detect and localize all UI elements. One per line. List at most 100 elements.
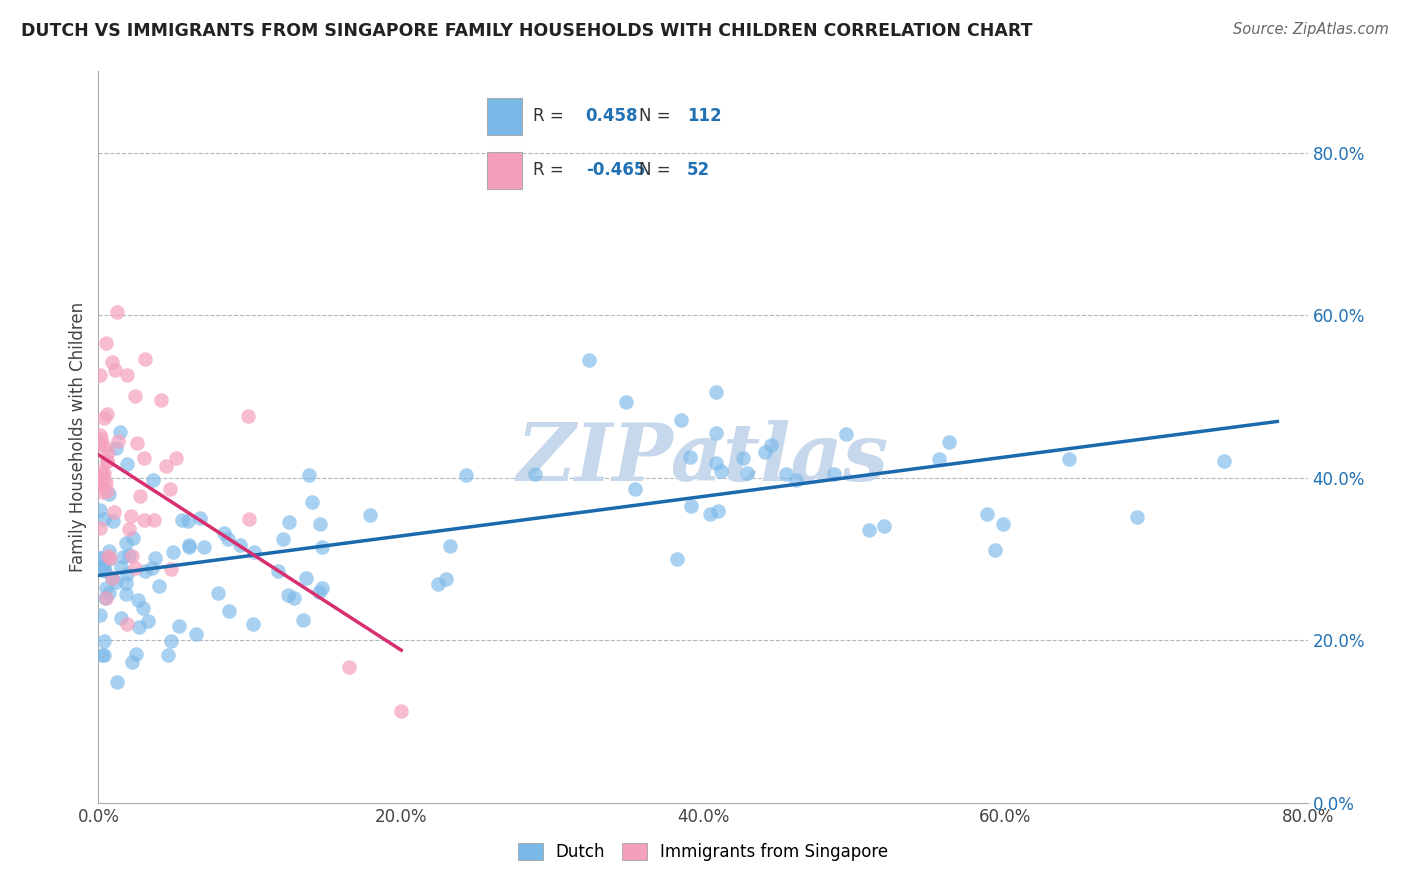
Point <box>97 444 120 458</box>
Point <box>90 648 112 662</box>
Point <box>1213 454 1236 468</box>
Point <box>735 466 758 480</box>
Point <box>89 550 111 565</box>
Point <box>98 487 121 501</box>
Point <box>94 336 117 351</box>
Point <box>389 704 412 718</box>
Text: ZIPatlas: ZIPatlas <box>517 420 889 498</box>
Point <box>89 551 111 566</box>
Point <box>160 634 183 648</box>
Point <box>984 543 1007 558</box>
Point <box>94 581 117 595</box>
Point <box>89 607 111 622</box>
Point <box>96 454 118 468</box>
Point <box>104 575 127 590</box>
Point <box>97 544 120 558</box>
Point <box>125 436 148 450</box>
Point <box>121 656 143 670</box>
Point <box>337 660 360 674</box>
Point <box>704 425 727 440</box>
Point <box>118 522 141 536</box>
Point <box>93 634 115 648</box>
Point <box>993 516 1015 531</box>
Text: Source: ZipAtlas.com: Source: ZipAtlas.com <box>1233 22 1389 37</box>
Point <box>94 564 117 578</box>
Point <box>115 458 138 472</box>
Point <box>96 454 118 468</box>
Point <box>858 523 880 537</box>
Point <box>938 435 960 450</box>
Point <box>624 482 647 496</box>
Point <box>928 451 950 466</box>
Point <box>212 525 235 540</box>
Point <box>105 675 128 690</box>
Point <box>117 368 139 383</box>
Point <box>188 510 211 524</box>
Point <box>115 535 138 549</box>
Point <box>98 550 121 565</box>
Point <box>94 441 117 455</box>
Point <box>785 473 807 487</box>
Point <box>98 586 121 600</box>
Point <box>97 552 120 566</box>
Point <box>184 626 207 640</box>
Point <box>93 591 115 606</box>
Point <box>679 450 702 464</box>
Point <box>193 541 215 555</box>
Point <box>134 564 156 578</box>
Point <box>101 355 124 369</box>
Point <box>93 473 115 487</box>
Point <box>359 508 381 522</box>
Point <box>128 619 150 633</box>
Point <box>89 521 111 535</box>
Point <box>699 508 721 522</box>
Point <box>162 545 184 559</box>
Point <box>976 507 998 521</box>
Point <box>835 426 858 441</box>
Point <box>761 438 783 452</box>
Point <box>90 464 112 478</box>
Point <box>120 508 142 523</box>
Point <box>238 512 260 526</box>
Point <box>616 394 638 409</box>
Point <box>114 575 136 590</box>
Point <box>93 648 115 662</box>
Point <box>665 552 688 566</box>
Point <box>283 591 305 605</box>
Point <box>93 512 115 526</box>
Point <box>311 540 333 554</box>
Point <box>159 562 181 576</box>
Point <box>107 434 129 448</box>
Point <box>115 566 138 581</box>
Point <box>138 614 160 628</box>
Point <box>266 565 288 579</box>
Point <box>93 466 115 480</box>
Point <box>89 476 111 491</box>
Point <box>124 560 146 574</box>
Point <box>110 559 132 574</box>
Point <box>291 613 314 627</box>
Point <box>89 503 111 517</box>
Point <box>104 363 127 377</box>
Point <box>277 588 299 602</box>
Point <box>169 618 191 632</box>
Point <box>132 601 155 615</box>
Point <box>93 562 115 576</box>
Point <box>426 576 449 591</box>
Point <box>308 585 330 599</box>
Point <box>308 517 330 532</box>
Point <box>229 538 252 552</box>
Point <box>124 389 146 403</box>
Point <box>1126 510 1149 524</box>
Point <box>91 558 114 572</box>
Point <box>179 538 201 552</box>
Point <box>112 550 135 565</box>
Point <box>295 571 318 585</box>
Point <box>134 451 156 466</box>
Point <box>578 352 600 367</box>
Point <box>823 467 845 481</box>
Point <box>124 647 146 661</box>
Point <box>96 483 118 498</box>
Point <box>434 572 457 586</box>
Point <box>439 539 461 553</box>
